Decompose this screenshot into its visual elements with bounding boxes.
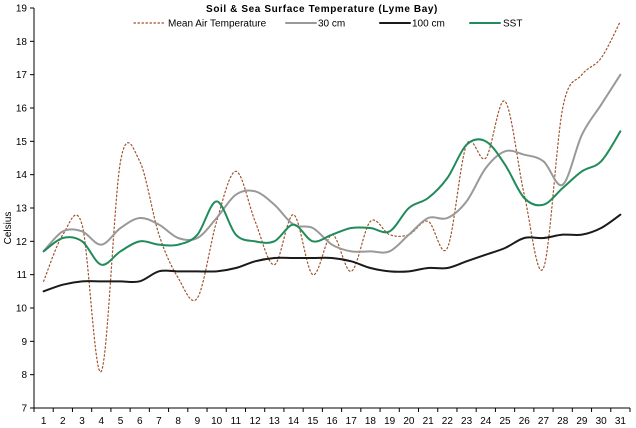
x-tick-label: 31 (615, 416, 627, 427)
x-tick-label: 17 (346, 416, 358, 427)
legend-label-sst: SST (503, 19, 522, 30)
y-tick-label: 14 (16, 170, 28, 181)
y-tick-label: 12 (16, 237, 28, 248)
x-tick-label: 3 (79, 416, 85, 427)
y-tick-label: 19 (16, 4, 28, 15)
chart-title: Soil & Sea Surface Temperature (Lyme Bay… (206, 4, 438, 15)
series-line-mean-air-temperature (43, 20, 621, 373)
series-line-100-cm (42, 213, 622, 293)
legend-label-100-cm: 100 cm (412, 19, 445, 30)
legend-label-30-cm: 30 cm (318, 19, 345, 30)
y-tick-label: 9 (21, 337, 27, 348)
x-tick-label: 9 (195, 416, 201, 427)
x-tick-label: 19 (384, 416, 396, 427)
x-tick-label: 25 (499, 416, 511, 427)
x-tick-label: 21 (423, 416, 435, 427)
y-tick-label: 15 (16, 137, 28, 148)
x-tick-label: 4 (99, 416, 105, 427)
x-tick-label: 6 (137, 416, 143, 427)
x-tick-label: 30 (596, 416, 608, 427)
x-tick-label: 2 (60, 416, 66, 427)
y-tick-label: 17 (16, 70, 28, 81)
x-tick-label: 18 (365, 416, 377, 427)
y-tick-label: 11 (17, 270, 28, 281)
x-tick-label: 7 (156, 416, 162, 427)
x-tick-label: 5 (118, 416, 124, 427)
x-tick-label: 16 (326, 416, 338, 427)
x-tick-label: 28 (557, 416, 569, 427)
legend: Mean Air Temperature 30 cm 100 cm SST (133, 19, 522, 30)
y-tick-label: 8 (21, 370, 27, 381)
y-axis-label: Celsius (3, 212, 14, 245)
x-tick-label: 23 (461, 416, 473, 427)
x-tick-label: 12 (250, 416, 262, 427)
legend-label-mean-air-temperature: Mean Air Temperature (168, 19, 267, 30)
y-tick-label: 13 (16, 204, 28, 215)
x-tick-label: 22 (442, 416, 454, 427)
y-tick-label: 10 (16, 304, 28, 315)
series-layer (42, 20, 622, 373)
series-line-sst (42, 130, 622, 266)
x-tick-label: 29 (576, 416, 588, 427)
x-tick-label: 20 (403, 416, 415, 427)
x-tick-label: 26 (519, 416, 531, 427)
x-tick-label: 1 (41, 416, 47, 427)
y-tick-label: 7 (21, 404, 27, 415)
x-tick-label: 15 (307, 416, 319, 427)
x-tick-label: 8 (175, 416, 181, 427)
x-tick-label: 27 (538, 416, 550, 427)
x-tick-label: 24 (480, 416, 492, 427)
x-tick-label: 14 (288, 416, 300, 427)
y-tick-label: 18 (16, 37, 28, 48)
series-line-30-cm (42, 73, 622, 254)
x-tick-label: 11 (231, 416, 242, 427)
x-tick-label: 10 (211, 416, 223, 427)
y-tick-label: 16 (16, 104, 28, 115)
x-tick-label: 13 (269, 416, 281, 427)
